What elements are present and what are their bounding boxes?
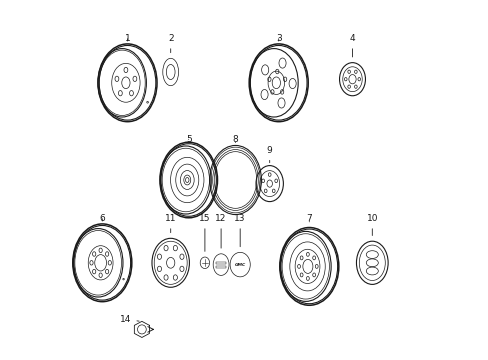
Text: 10: 10 <box>366 214 377 235</box>
Text: 12: 12 <box>215 214 226 248</box>
Text: 14: 14 <box>120 315 139 324</box>
Text: 6: 6 <box>99 214 105 223</box>
Text: 2: 2 <box>167 34 173 53</box>
Text: 9: 9 <box>266 146 272 163</box>
Text: 13: 13 <box>234 214 245 247</box>
Text: 7: 7 <box>306 214 311 223</box>
Text: 8: 8 <box>232 135 238 144</box>
Text: 11: 11 <box>164 214 176 233</box>
Text: 4: 4 <box>349 34 355 57</box>
Text: 5: 5 <box>185 135 191 144</box>
Text: 15: 15 <box>199 214 210 251</box>
Text: 1: 1 <box>124 34 130 43</box>
Text: GMC: GMC <box>234 262 245 267</box>
Text: 3: 3 <box>275 34 281 43</box>
